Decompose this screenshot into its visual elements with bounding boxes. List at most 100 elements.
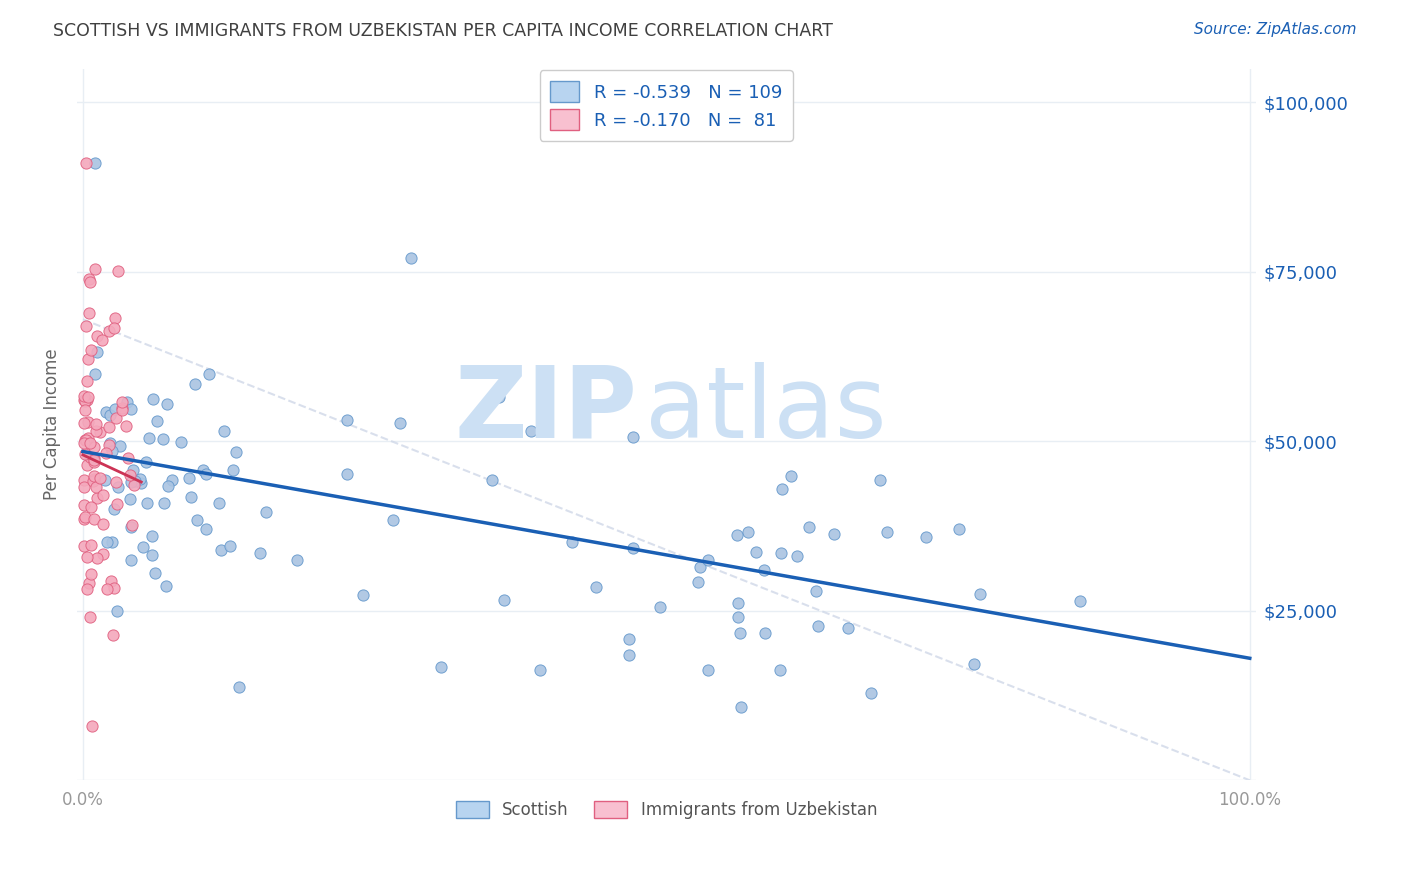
Point <box>120 519 142 533</box>
Point <box>91 516 114 531</box>
Point <box>72 473 94 487</box>
Point <box>80 538 103 552</box>
Point <box>122 477 145 491</box>
Point <box>76 374 98 388</box>
Point <box>76 549 98 564</box>
Point <box>105 604 128 618</box>
Point <box>77 306 100 320</box>
Point <box>105 475 128 489</box>
Point <box>381 513 404 527</box>
Point <box>73 436 96 450</box>
Point <box>121 518 143 533</box>
Point <box>621 430 644 444</box>
Point <box>72 539 94 553</box>
Point <box>769 546 792 560</box>
Point <box>336 467 359 481</box>
Point <box>208 496 231 510</box>
Point <box>138 431 160 445</box>
Point <box>84 367 107 381</box>
Point <box>83 512 105 526</box>
Point <box>180 490 202 504</box>
Point <box>84 417 107 432</box>
Point <box>94 473 117 487</box>
Point <box>143 566 166 580</box>
Point <box>876 524 898 539</box>
Point <box>198 367 221 381</box>
Point <box>399 252 422 266</box>
Point <box>352 588 374 602</box>
Point <box>75 510 97 524</box>
Point <box>103 502 125 516</box>
Point <box>218 539 240 553</box>
Point <box>195 467 218 481</box>
Point <box>73 394 96 409</box>
Point <box>98 408 121 422</box>
Point <box>103 320 125 334</box>
Point <box>697 663 720 677</box>
Point <box>86 329 108 343</box>
Point <box>101 534 124 549</box>
Point <box>111 401 134 415</box>
Point <box>145 414 167 428</box>
Text: atlas: atlas <box>645 361 887 458</box>
Point <box>94 446 117 460</box>
Point <box>696 553 718 567</box>
Point <box>141 548 163 562</box>
Point <box>76 391 98 405</box>
Point <box>141 529 163 543</box>
Point <box>728 626 751 640</box>
Point <box>97 420 120 434</box>
Point <box>754 625 776 640</box>
Point <box>82 474 104 488</box>
Point <box>914 530 936 544</box>
Point <box>80 343 103 357</box>
Point <box>222 463 245 477</box>
Point <box>115 395 138 409</box>
Point <box>104 310 127 325</box>
Point <box>76 582 98 597</box>
Point <box>86 491 108 505</box>
Point <box>621 541 644 555</box>
Point <box>156 397 179 411</box>
Point <box>91 333 114 347</box>
Point <box>91 547 114 561</box>
Point <box>103 581 125 595</box>
Point <box>89 471 111 485</box>
Point <box>83 468 105 483</box>
Point <box>98 436 121 450</box>
Point <box>780 468 803 483</box>
Point <box>153 496 176 510</box>
Point <box>72 392 94 407</box>
Point <box>128 472 150 486</box>
Point <box>82 719 104 733</box>
Point <box>79 566 101 581</box>
Point <box>75 156 97 170</box>
Point <box>75 433 97 447</box>
Point <box>77 352 100 367</box>
Point <box>481 473 503 487</box>
Point <box>75 447 97 461</box>
Point <box>228 681 250 695</box>
Point <box>120 553 142 567</box>
Point <box>837 621 859 635</box>
Point <box>79 275 101 289</box>
Point <box>193 462 215 476</box>
Point <box>76 458 98 472</box>
Point <box>75 319 97 334</box>
Point <box>389 416 412 430</box>
Point <box>823 527 845 541</box>
Point <box>84 480 107 494</box>
Point <box>225 445 247 459</box>
Point <box>86 345 108 359</box>
Point <box>195 522 218 536</box>
Point <box>84 262 107 277</box>
Point <box>561 534 583 549</box>
Point <box>94 405 117 419</box>
Text: ZIP: ZIP <box>454 361 637 458</box>
Point <box>96 582 118 597</box>
Point <box>585 580 607 594</box>
Point <box>83 454 105 468</box>
Point <box>170 434 193 449</box>
Point <box>101 628 124 642</box>
Point <box>120 402 142 417</box>
